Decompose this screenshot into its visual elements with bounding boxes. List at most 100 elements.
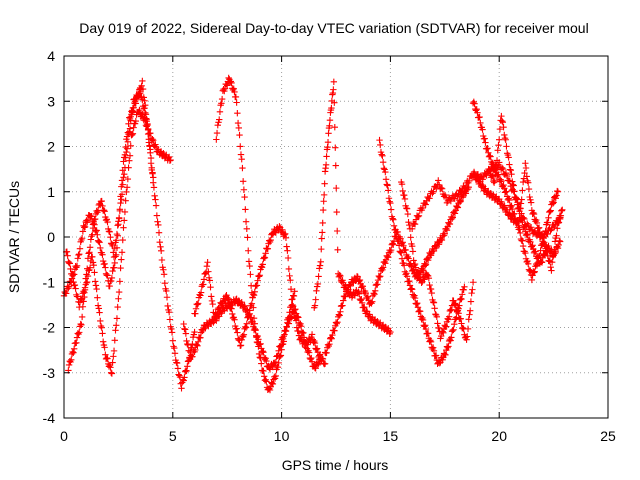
data-point: [254, 277, 261, 284]
data-point: [464, 333, 471, 340]
data-point: [333, 320, 340, 327]
data-point: [263, 378, 270, 385]
data-point: [246, 262, 253, 270]
data-point: [309, 336, 316, 343]
data-point: [326, 122, 333, 130]
data-point: [69, 348, 76, 356]
data-point: [319, 229, 326, 236]
data-point: [189, 353, 196, 360]
data-point: [130, 124, 137, 131]
series-s7: [311, 78, 394, 337]
data-point: [81, 293, 88, 301]
data-point: [64, 252, 71, 259]
data-point: [107, 364, 114, 371]
data-point: [259, 261, 266, 268]
data-point: [555, 241, 562, 249]
data-point: [522, 164, 530, 172]
data-point: [126, 152, 134, 159]
data-point: [150, 179, 157, 186]
data-point: [124, 138, 132, 146]
data-point: [270, 376, 277, 383]
data-point: [527, 199, 535, 206]
data-point: [213, 136, 220, 143]
data-point: [94, 294, 101, 301]
data-point: [237, 151, 245, 158]
data-point: [192, 305, 200, 312]
data-point: [466, 177, 473, 185]
data-point: [146, 143, 153, 150]
data-point: [74, 330, 81, 337]
data-point: [326, 116, 334, 124]
data-point: [90, 261, 97, 269]
data-point: [98, 197, 105, 205]
data-point: [336, 271, 343, 279]
data-point: [279, 226, 286, 233]
data-point: [246, 307, 253, 314]
data-point: [347, 282, 354, 290]
data-point: [84, 265, 91, 272]
data-point: [503, 143, 510, 150]
data-point: [424, 256, 432, 264]
data-point: [238, 336, 245, 343]
data-point: [506, 161, 513, 168]
data-point: [459, 324, 467, 332]
data-point: [542, 247, 549, 254]
data-point: [86, 249, 93, 256]
data-point: [323, 349, 330, 356]
data-point: [523, 173, 530, 180]
data-point: [509, 178, 516, 185]
data-point: [444, 344, 451, 351]
data-point: [119, 236, 126, 244]
data-point: [82, 275, 89, 282]
data-point: [486, 152, 493, 159]
data-point: [374, 276, 382, 284]
data-point: [330, 86, 337, 93]
data-point: [496, 136, 503, 143]
data-point: [356, 290, 363, 298]
data-point: [138, 82, 145, 90]
data-point: [282, 328, 290, 335]
data-point: [331, 123, 338, 131]
data-point: [450, 297, 457, 304]
data-point: [83, 279, 90, 287]
data-point: [320, 191, 328, 199]
data-point: [541, 241, 549, 249]
data-point: [213, 310, 221, 318]
data-point: [101, 260, 108, 268]
data-point: [112, 327, 119, 334]
data-point: [255, 336, 262, 343]
data-point: [387, 328, 394, 336]
data-point: [320, 198, 327, 205]
data-point: [377, 141, 384, 149]
data-point: [78, 313, 86, 321]
data-point: [111, 259, 118, 267]
data-point: [182, 330, 190, 337]
data-point: [245, 247, 252, 254]
data-point: [433, 313, 441, 321]
series-s10: [398, 178, 477, 343]
data-point: [505, 195, 512, 202]
data-point: [285, 320, 293, 327]
data-point: [401, 195, 409, 203]
data-point: [483, 145, 491, 153]
data-point: [318, 235, 325, 242]
data-point: [152, 141, 159, 148]
data-point: [432, 352, 440, 359]
data-point: [235, 124, 243, 132]
data-point: [408, 242, 416, 250]
data-point: [124, 175, 132, 183]
data-point: [70, 349, 77, 356]
data-point: [260, 367, 267, 375]
data-point: [210, 317, 218, 324]
data-point: [70, 278, 77, 286]
data-point: [492, 171, 499, 178]
data-point: [524, 231, 531, 239]
data-point: [499, 118, 507, 126]
data-point: [85, 250, 92, 257]
data-point: [232, 296, 240, 303]
data-point: [141, 104, 148, 112]
data-point: [110, 249, 117, 256]
data-point: [67, 278, 74, 285]
data-point: [419, 316, 427, 324]
data-point: [500, 181, 507, 189]
